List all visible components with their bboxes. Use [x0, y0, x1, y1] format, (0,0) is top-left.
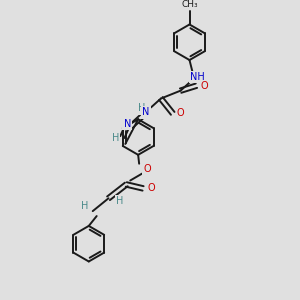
- Text: N: N: [142, 107, 150, 117]
- Text: O: O: [147, 183, 155, 194]
- Text: O: O: [143, 164, 151, 174]
- Text: N: N: [124, 119, 131, 129]
- Text: H: H: [81, 201, 88, 211]
- Text: CH₃: CH₃: [181, 0, 198, 9]
- Text: H: H: [112, 133, 119, 143]
- Text: H: H: [138, 103, 146, 113]
- Text: NH: NH: [190, 72, 205, 82]
- Text: O: O: [177, 108, 184, 118]
- Text: O: O: [200, 81, 208, 91]
- Text: H: H: [116, 196, 123, 206]
